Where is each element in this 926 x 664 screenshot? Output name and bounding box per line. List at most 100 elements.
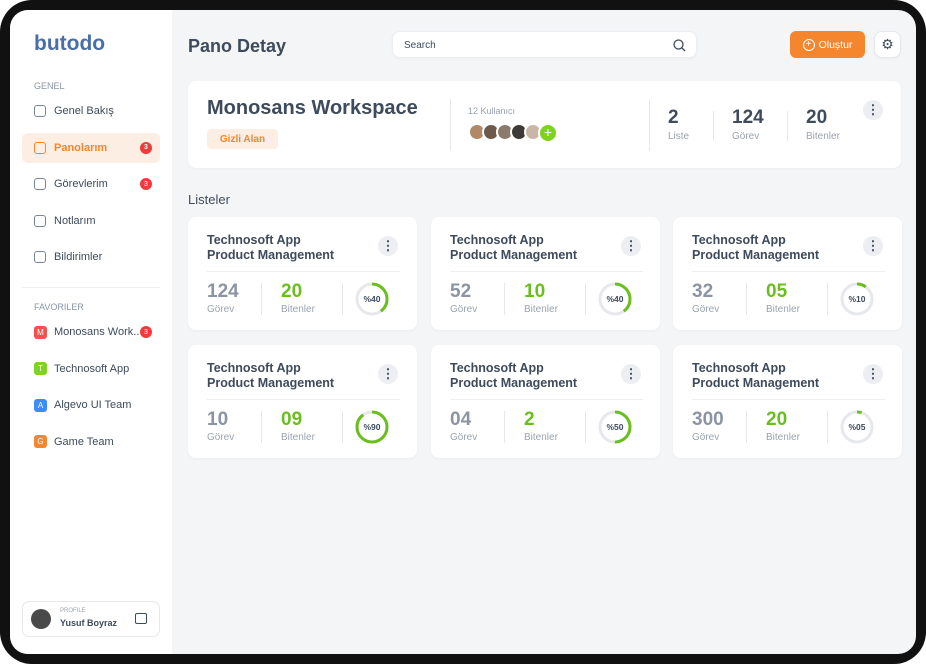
task-label: Görev <box>450 304 478 315</box>
list-card[interactable]: Technosoft App Product Management ⋮ 300 Göre… <box>673 345 902 458</box>
task-count: 04 <box>450 409 472 430</box>
badge: 3 <box>140 326 152 338</box>
nav-item[interactable]: Bildirimler <box>22 242 160 272</box>
card-title: Technosoft App Product Management <box>692 361 819 391</box>
progress-ring: %10 <box>840 282 874 316</box>
divider <box>22 287 160 288</box>
stat-label: Görev <box>732 131 760 142</box>
create-label: Oluştur <box>818 38 853 51</box>
badge: 3 <box>140 141 152 154</box>
divider <box>207 271 400 272</box>
done-label: Bitenler <box>766 304 800 315</box>
favorite-item[interactable]: M Monosans Work.. 3 <box>22 317 160 347</box>
favorite-initial: T <box>34 362 47 375</box>
tag: Gizli Alan <box>207 129 278 149</box>
favorite-initial: M <box>34 325 47 339</box>
divider <box>649 99 650 151</box>
progress-label: %10 <box>848 294 865 304</box>
progress-arc <box>355 410 389 444</box>
search-placeholder: Search <box>404 40 436 51</box>
progress-ring: %40 <box>355 282 389 316</box>
progress-ring: %50 <box>598 410 632 444</box>
nav-item[interactable]: Notlarım <box>22 206 160 236</box>
logo[interactable]: butodo <box>34 32 106 55</box>
task-count: 300 <box>692 409 724 430</box>
divider <box>746 411 747 443</box>
divider <box>713 111 714 141</box>
menu-button[interactable]: ⋮ <box>378 236 398 256</box>
list-card[interactable]: Technosoft App Product Management ⋮ 124 Göre… <box>188 217 417 330</box>
menu-button[interactable]: ⋮ <box>378 364 398 384</box>
card-title-line: Technosoft App <box>207 361 301 375</box>
page-title: Pano Detay <box>188 36 287 56</box>
progress-ring: %90 <box>355 410 389 444</box>
card-title-line: Product Management <box>450 248 578 262</box>
workspace-title: Monosans Workspace <box>207 97 418 119</box>
favorite-initial: A <box>34 398 47 412</box>
divider <box>585 283 586 315</box>
screen: butodo GENEL FAVORILER PROFILE Yusuf Boy… <box>10 10 916 654</box>
progress-label: %50 <box>606 422 623 432</box>
divider <box>207 399 400 400</box>
menu-button[interactable]: ⋮ <box>621 236 641 256</box>
done-count: 05 <box>766 281 788 302</box>
stat-value: 20 <box>806 107 828 128</box>
nav-item[interactable]: Panolarım 3 <box>22 132 160 163</box>
section-heading: FAVORILER <box>34 302 84 312</box>
stat-value: 2 <box>668 107 679 128</box>
done-label: Bitenler <box>524 432 558 443</box>
avatars: + <box>468 123 558 143</box>
nav-item[interactable]: Genel Bakış <box>22 96 160 126</box>
plus-icon: + <box>802 38 815 51</box>
menu-button[interactable]: ⋮ <box>863 100 883 120</box>
favorite-item[interactable]: A Algevo UI Team <box>22 390 160 420</box>
divider <box>692 271 885 272</box>
nav-icon <box>34 178 46 190</box>
progress-ring: %40 <box>598 282 632 316</box>
stat-label: Bitenler <box>806 131 840 142</box>
nav-label: Notlarım <box>54 214 96 227</box>
progress-arc <box>598 282 632 316</box>
profile[interactable]: PROFILE Yusuf Boyraz <box>22 601 160 637</box>
create-button[interactable]: + Oluştur <box>790 31 865 58</box>
done-count: 20 <box>766 409 788 430</box>
list-card[interactable]: Technosoft App Product Management ⋮ 52 Görev… <box>431 217 660 330</box>
add-user[interactable]: + <box>538 123 558 143</box>
favorite-label: Monosans Work.. <box>54 326 140 338</box>
progress-arc <box>598 410 632 444</box>
divider <box>261 411 262 443</box>
done-count: 20 <box>281 281 303 302</box>
card-title: Technosoft App Product Management <box>692 233 819 263</box>
workspace-card: Monosans Workspace Gizli Alan 12 Kullanı… <box>188 81 901 168</box>
favorite-item[interactable]: G Game Team <box>22 427 160 457</box>
profile-name: Yusuf Boyraz <box>60 618 118 628</box>
favorite-initial: G <box>34 435 47 448</box>
divider <box>261 283 262 315</box>
profile-caption: PROFILE <box>60 608 86 614</box>
section-heading: GENEL <box>34 81 65 91</box>
menu-button[interactable]: ⋮ <box>621 364 641 384</box>
done-count: 2 <box>524 409 535 430</box>
divider <box>342 411 343 443</box>
switch-icon[interactable] <box>135 613 147 624</box>
progress-label: %40 <box>363 294 380 304</box>
progress-arc <box>840 282 874 316</box>
favorite-label: Game Team <box>54 435 114 448</box>
favorite-item[interactable]: T Technosoft App <box>22 354 160 384</box>
list-card[interactable]: Technosoft App Product Management ⋮ 10 Görev… <box>188 345 417 458</box>
menu-button[interactable]: ⋮ <box>863 364 883 384</box>
card-title-line: Product Management <box>207 376 335 390</box>
task-label: Görev <box>207 304 235 315</box>
list-card[interactable]: Technosoft App Product Management ⋮ 32 Görev… <box>673 217 902 330</box>
badge: 3 <box>140 178 152 190</box>
done-count: 09 <box>281 409 303 430</box>
menu-button[interactable]: ⋮ <box>863 236 883 256</box>
list-card[interactable]: Technosoft App Product Management ⋮ 04 Görev… <box>431 345 660 458</box>
nav-item[interactable]: Görevlerim 3 <box>22 169 160 199</box>
card-title-line: Product Management <box>692 248 820 262</box>
done-label: Bitenler <box>766 432 800 443</box>
search-box[interactable]: Search <box>392 31 697 58</box>
card-title: Technosoft App Product Management <box>207 233 334 263</box>
nav-label: Panolarım <box>54 141 108 154</box>
settings-button[interactable]: ⚙ <box>874 31 901 58</box>
